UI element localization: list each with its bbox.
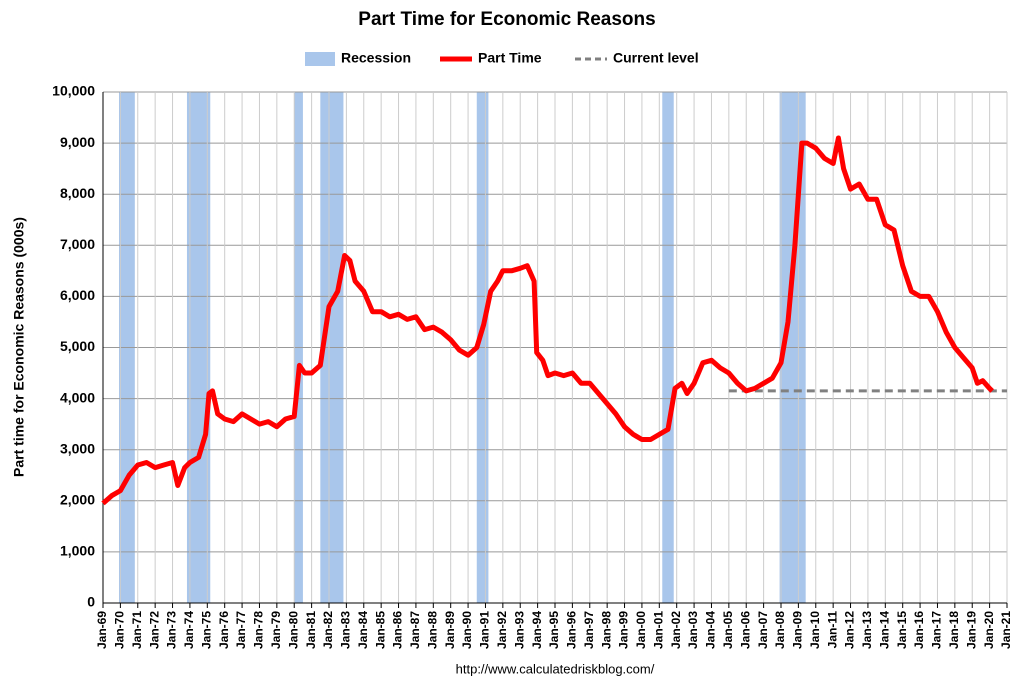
x-tick-label: Jan-04 xyxy=(704,611,718,649)
x-tick-label: Jan-02 xyxy=(669,611,683,649)
x-tick-label: Jan-95 xyxy=(547,611,561,649)
x-tick-label: Jan-94 xyxy=(530,611,544,649)
legend-label: Recession xyxy=(341,50,411,66)
x-tick-label: Jan-73 xyxy=(165,611,179,649)
x-tick-label: Jan-82 xyxy=(321,611,335,649)
y-axis-label: Part time for Economic Reasons (000s) xyxy=(11,217,27,477)
x-tick-label: Jan-99 xyxy=(617,611,631,649)
y-tick-label: 7,000 xyxy=(60,236,95,252)
x-tick-label: Jan-87 xyxy=(408,611,422,649)
x-tick-label: Jan-70 xyxy=(113,611,127,649)
x-tick-label: Jan-90 xyxy=(460,611,474,649)
y-tick-label: 4,000 xyxy=(60,389,95,405)
x-tick-label: Jan-12 xyxy=(843,611,857,649)
x-tick-label: Jan-97 xyxy=(582,611,596,649)
x-tick-label: Jan-01 xyxy=(651,611,665,649)
x-tick-label: Jan-79 xyxy=(269,611,283,649)
x-tick-label: Jan-72 xyxy=(147,611,161,649)
x-tick-label: Jan-92 xyxy=(495,611,509,649)
x-tick-label: Jan-69 xyxy=(95,611,109,649)
x-tick-label: Jan-18 xyxy=(947,611,961,649)
x-tick-label: Jan-91 xyxy=(478,611,492,649)
x-tick-label: Jan-77 xyxy=(234,611,248,649)
x-tick-label: Jan-88 xyxy=(425,611,439,649)
x-tick-label: Jan-83 xyxy=(339,611,353,649)
x-tick-label: Jan-96 xyxy=(565,611,579,649)
x-tick-label: Jan-05 xyxy=(721,611,735,649)
x-tick-label: Jan-84 xyxy=(356,611,370,649)
x-tick-label: Jan-20 xyxy=(982,611,996,649)
x-tick-label: Jan-10 xyxy=(808,611,822,649)
y-tick-label: 8,000 xyxy=(60,185,95,201)
x-tick-label: Jan-98 xyxy=(599,611,613,649)
x-tick-label: Jan-17 xyxy=(930,611,944,649)
x-tick-label: Jan-11 xyxy=(825,611,839,649)
x-tick-label: Jan-19 xyxy=(964,611,978,649)
y-tick-label: 2,000 xyxy=(60,492,95,508)
x-tick-label: Jan-08 xyxy=(773,611,787,649)
x-tick-label: Jan-71 xyxy=(130,611,144,649)
legend-label: Current level xyxy=(613,50,699,66)
x-tick-label: Jan-89 xyxy=(443,611,457,649)
source: http://www.calculatedriskblog.com/ xyxy=(456,661,655,676)
x-tick-label: Jan-06 xyxy=(738,611,752,649)
x-tick-label: Jan-93 xyxy=(512,611,526,649)
y-tick-label: 5,000 xyxy=(60,338,95,354)
x-tick-label: Jan-75 xyxy=(199,611,213,649)
x-tick-label: Jan-74 xyxy=(182,611,196,649)
y-tick-label: 3,000 xyxy=(60,440,95,456)
x-tick-label: Jan-09 xyxy=(791,611,805,649)
x-tick-label: Jan-86 xyxy=(391,611,405,649)
x-tick-label: Jan-00 xyxy=(634,611,648,649)
x-tick-label: Jan-80 xyxy=(286,611,300,649)
x-tick-label: Jan-07 xyxy=(756,611,770,649)
x-tick-label: Jan-16 xyxy=(912,611,926,649)
x-tick-label: Jan-14 xyxy=(877,611,891,649)
x-tick-label: Jan-78 xyxy=(252,611,266,649)
x-tick-label: Jan-21 xyxy=(999,611,1013,649)
legend-swatch xyxy=(305,52,335,66)
y-tick-label: 0 xyxy=(87,594,95,610)
data-line xyxy=(101,135,994,506)
x-tick-label: Jan-03 xyxy=(686,611,700,649)
y-tick-label: 9,000 xyxy=(60,134,95,150)
y-tick-label: 1,000 xyxy=(60,543,95,559)
y-tick-label: 10,000 xyxy=(52,83,95,99)
x-tick-label: Jan-85 xyxy=(373,611,387,649)
x-tick-label: Jan-76 xyxy=(217,611,231,649)
y-tick-label: 6,000 xyxy=(60,287,95,303)
x-tick-label: Jan-13 xyxy=(860,611,874,649)
legend-label: Part Time xyxy=(478,50,542,66)
chart-title: Part Time for Economic Reasons xyxy=(358,9,655,30)
x-tick-label: Jan-15 xyxy=(895,611,909,649)
x-tick-label: Jan-81 xyxy=(304,611,318,649)
